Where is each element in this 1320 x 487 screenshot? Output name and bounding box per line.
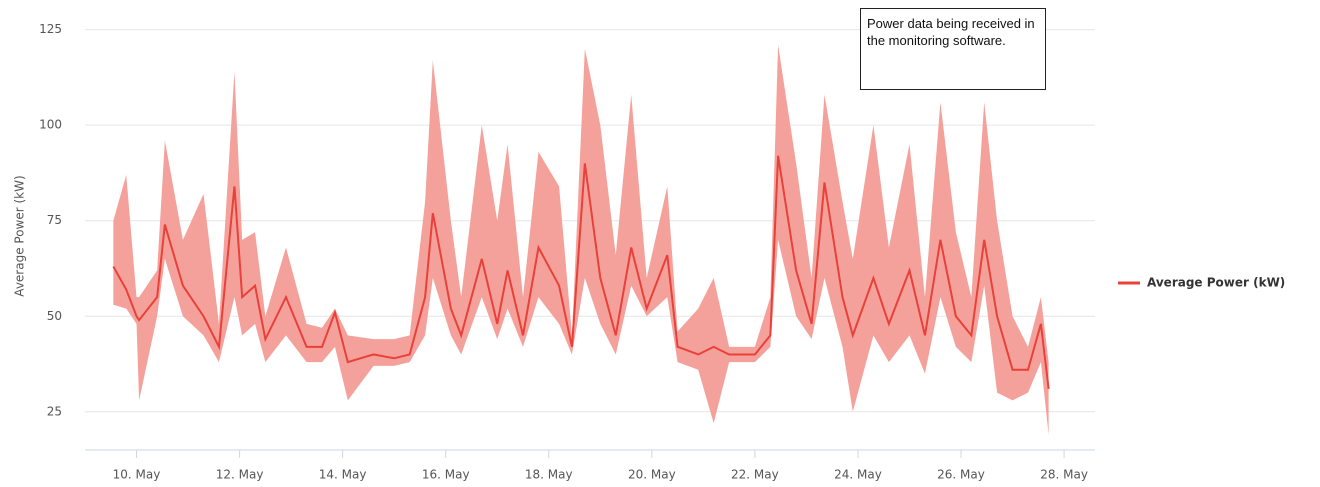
annotation: Power data being received in the monitor… xyxy=(860,8,1046,90)
y-tick-label: 125 xyxy=(39,22,62,36)
x-tick-label: 10. May xyxy=(113,468,161,482)
x-tick-label: 22. May xyxy=(731,468,779,482)
legend-label: Average Power (kW) xyxy=(1147,276,1285,290)
y-axis-label: Average Power (kW) xyxy=(13,175,27,296)
x-tick-label: 18. May xyxy=(525,468,573,482)
x-tick-label: 20. May xyxy=(628,468,676,482)
x-tick-label: 16. May xyxy=(422,468,470,482)
y-tick-label: 50 xyxy=(47,309,62,323)
x-tick-label: 28. May xyxy=(1040,468,1088,482)
y-tick-label: 25 xyxy=(47,404,62,418)
y-tick-label: 75 xyxy=(47,213,62,227)
line xyxy=(112,155,1050,389)
x-tick-label: 26. May xyxy=(937,468,985,482)
y-tick-label: 100 xyxy=(39,118,62,132)
x-tick-label: 12. May xyxy=(216,468,264,482)
x-tick-label: 24. May xyxy=(834,468,882,482)
range-band xyxy=(113,44,1049,435)
x-tick-label: 14. May xyxy=(319,468,367,482)
